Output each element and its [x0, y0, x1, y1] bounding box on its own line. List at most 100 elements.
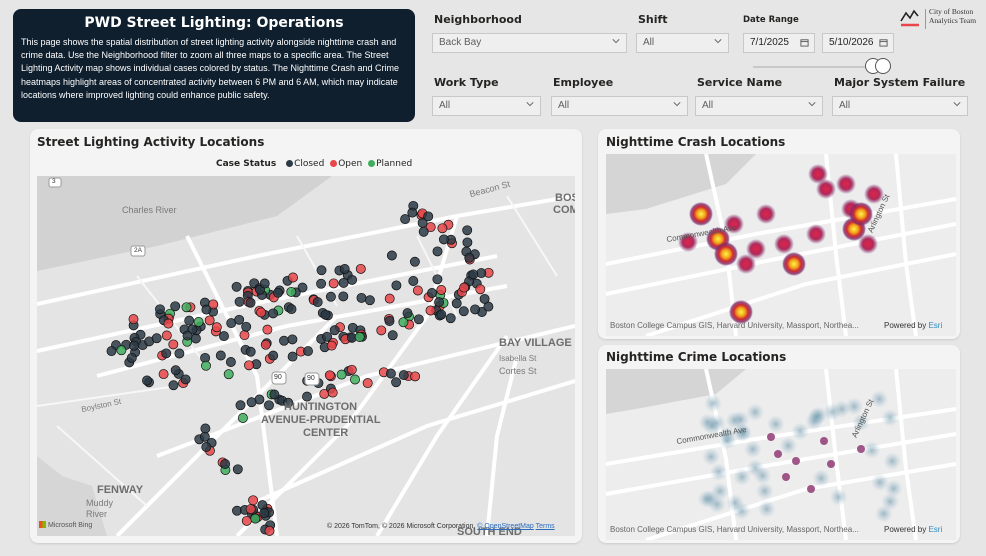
case-marker[interactable]	[283, 397, 294, 408]
case-marker[interactable]	[287, 351, 298, 362]
case-marker[interactable]	[245, 504, 256, 515]
case-marker[interactable]	[241, 321, 252, 332]
case-marker[interactable]	[168, 339, 179, 350]
case-marker[interactable]	[200, 423, 211, 434]
case-marker[interactable]	[391, 280, 402, 291]
case-marker[interactable]	[161, 348, 172, 359]
case-marker[interactable]	[201, 304, 212, 315]
case-marker[interactable]	[347, 274, 358, 285]
shift-dropdown[interactable]: All	[636, 33, 729, 53]
case-marker[interactable]	[316, 265, 327, 276]
case-marker[interactable]	[398, 370, 409, 381]
case-marker[interactable]	[432, 246, 443, 257]
case-marker[interactable]	[129, 340, 139, 351]
case-marker[interactable]	[438, 234, 449, 245]
case-marker[interactable]	[288, 272, 298, 283]
case-marker[interactable]	[128, 314, 139, 325]
case-marker[interactable]	[231, 281, 242, 292]
crash-map[interactable]: Commonwealth Ave Arlington St Boston Col…	[606, 154, 956, 336]
case-marker[interactable]	[327, 387, 338, 398]
case-marker[interactable]	[223, 369, 234, 380]
case-marker[interactable]	[158, 369, 169, 380]
case-marker[interactable]	[436, 309, 447, 320]
case-marker[interactable]	[232, 464, 243, 475]
case-marker[interactable]	[391, 377, 402, 388]
case-marker[interactable]	[239, 330, 250, 341]
case-marker[interactable]	[409, 256, 420, 267]
case-marker[interactable]	[362, 378, 373, 389]
case-marker[interactable]	[384, 316, 395, 326]
case-marker[interactable]	[245, 297, 256, 308]
case-marker[interactable]	[208, 299, 219, 310]
case-marker[interactable]	[199, 431, 210, 442]
case-marker[interactable]	[260, 339, 271, 350]
case-marker[interactable]	[436, 285, 447, 295]
case-marker[interactable]	[320, 309, 331, 320]
terms-link[interactable]: Terms	[535, 523, 555, 530]
case-marker[interactable]	[462, 225, 473, 236]
case-marker[interactable]	[181, 302, 192, 313]
case-marker[interactable]	[297, 282, 308, 293]
case-marker[interactable]	[386, 250, 397, 261]
esri-link[interactable]: Esri	[928, 525, 943, 534]
case-marker[interactable]	[259, 508, 270, 519]
case-marker[interactable]	[170, 301, 181, 312]
crime-map-canvas[interactable]	[606, 369, 956, 540]
case-marker[interactable]	[170, 365, 181, 376]
case-marker[interactable]	[126, 352, 137, 363]
case-marker[interactable]	[479, 293, 490, 304]
case-marker[interactable]	[356, 292, 367, 303]
case-marker[interactable]	[376, 325, 387, 336]
case-marker[interactable]	[464, 252, 475, 263]
activity-map-canvas[interactable]	[37, 176, 575, 536]
case-marker[interactable]	[106, 346, 117, 357]
case-marker[interactable]	[256, 307, 267, 318]
case-marker[interactable]	[427, 288, 437, 298]
case-marker[interactable]	[264, 400, 274, 411]
case-marker[interactable]	[259, 278, 270, 289]
case-marker[interactable]	[432, 274, 443, 285]
case-marker[interactable]	[458, 306, 469, 317]
case-marker[interactable]	[400, 214, 411, 225]
case-marker[interactable]	[116, 345, 127, 356]
case-marker[interactable]	[423, 211, 434, 222]
neighborhood-dropdown[interactable]: Back Bay	[432, 33, 627, 53]
case-marker[interactable]	[268, 308, 279, 319]
case-marker[interactable]	[410, 371, 421, 382]
case-marker[interactable]	[279, 335, 289, 346]
case-marker[interactable]	[459, 282, 470, 293]
case-marker[interactable]	[328, 278, 339, 289]
case-marker[interactable]	[201, 360, 211, 371]
case-marker[interactable]	[303, 346, 313, 357]
date-slider-track[interactable]	[753, 66, 881, 68]
case-marker[interactable]	[434, 297, 445, 308]
case-marker[interactable]	[329, 325, 340, 336]
case-marker[interactable]	[155, 304, 165, 315]
case-marker[interactable]	[286, 304, 297, 315]
case-marker[interactable]	[408, 276, 419, 286]
case-marker[interactable]	[211, 322, 222, 333]
case-marker[interactable]	[234, 314, 245, 325]
case-marker[interactable]	[445, 313, 456, 324]
case-marker[interactable]	[182, 330, 193, 341]
case-marker[interactable]	[338, 291, 349, 302]
case-marker[interactable]	[246, 397, 257, 408]
case-marker[interactable]	[168, 380, 179, 391]
case-marker[interactable]	[234, 296, 245, 307]
major-system-failure-dropdown[interactable]: All	[832, 96, 968, 116]
service-name-dropdown[interactable]: All	[695, 96, 823, 116]
case-marker[interactable]	[245, 346, 256, 357]
case-marker[interactable]	[163, 318, 174, 329]
start-date-input[interactable]: 7/1/2025	[743, 33, 815, 53]
case-marker[interactable]	[193, 317, 204, 327]
crime-map[interactable]: Commonwealth Ave Arlington St Boston Col…	[606, 369, 956, 540]
case-marker[interactable]	[235, 400, 246, 411]
case-marker[interactable]	[476, 268, 487, 279]
case-marker[interactable]	[336, 369, 347, 380]
case-marker[interactable]	[273, 287, 283, 298]
case-marker[interactable]	[402, 308, 413, 319]
case-marker[interactable]	[248, 495, 259, 506]
case-marker[interactable]	[398, 317, 409, 328]
case-marker[interactable]	[316, 278, 327, 289]
case-marker[interactable]	[475, 284, 486, 295]
